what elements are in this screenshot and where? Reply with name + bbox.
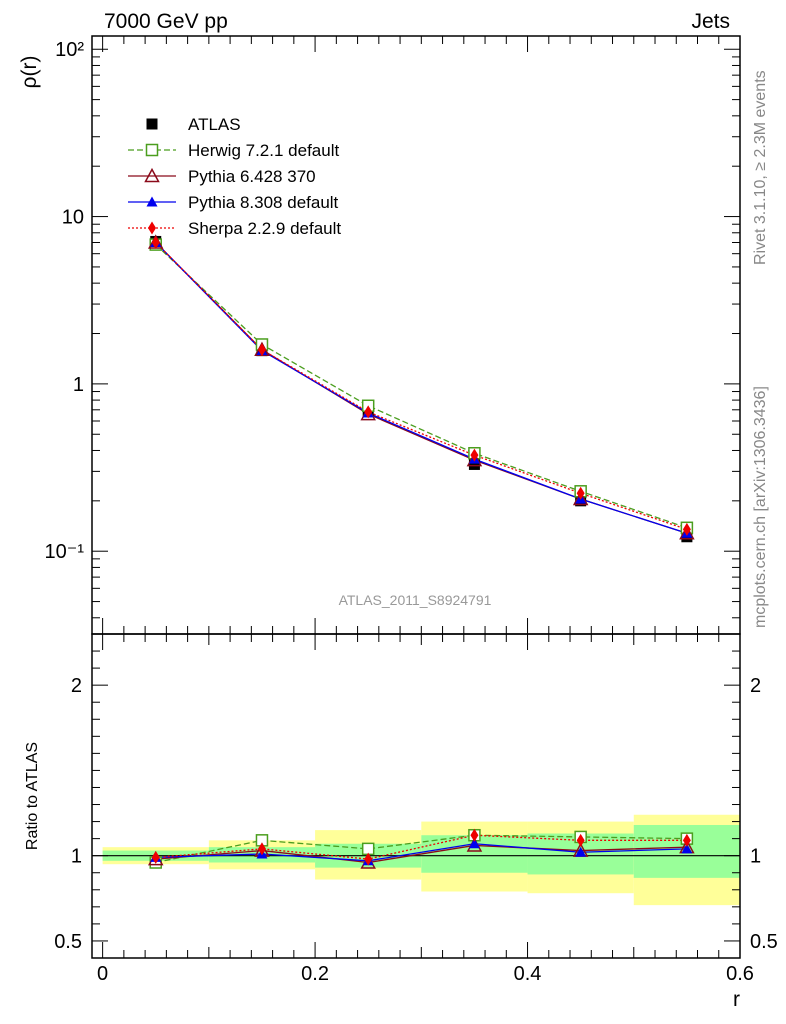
legend-marker: [145, 143, 159, 157]
legend-label: ATLAS: [188, 115, 241, 134]
main-point-sherpa-2-2-9-default: [151, 235, 160, 249]
legend-marker: [146, 196, 158, 207]
ratio-y-tick-label-right: 2: [750, 675, 761, 697]
ratio-y-tick-label-left: 2: [71, 675, 82, 697]
ratio-uncertainty-bands: [102, 814, 740, 906]
main-point-atlas: [468, 458, 480, 470]
main-line-sherpa-2-2-9-default: [155, 242, 688, 531]
ratio-point-sherpa-2-2-9-default: [576, 833, 585, 847]
x-tick-label: 0.6: [726, 963, 754, 985]
ratio-line-pythia-6-428-370: [155, 844, 687, 864]
legend-label: Sherpa 2.2.9 default: [188, 219, 341, 238]
legend-marker: [144, 167, 160, 183]
ratio-y-tick-label-right: 0.5: [750, 931, 778, 953]
legend-entry: Pythia 6.428 370: [128, 167, 316, 186]
main-ticks: 10⁻¹ 1 10 10²: [45, 36, 741, 634]
main-panel: 10⁻¹ 1 10 10² ρ(r) ATLAS_2011_S8924791 ATLA…: [18, 35, 741, 635]
ratio-point-pythia-8-308-default: [468, 838, 480, 849]
main-line-pythia-8-308-default: [155, 242, 688, 534]
header-process-label: Jets: [691, 10, 730, 33]
ratio-line-herwig-7-2-1-default: [155, 834, 687, 864]
x-axis-label: r: [733, 988, 740, 1011]
legend-label: Pythia 8.308 default: [188, 193, 339, 212]
main-point-sherpa-2-2-9-default: [364, 405, 373, 419]
main-y-tick-label: 10²: [55, 39, 84, 61]
header-beam-label: 7000 GeV pp: [104, 10, 228, 33]
mcplots-credit-label: mcplots.cern.ch [arXiv:1306.3436]: [752, 386, 769, 628]
legend-marker: [148, 221, 156, 235]
legend: ATLAS Herwig 7.2.1 default Pythia 6.428 37…: [128, 115, 341, 238]
legend-label: Pythia 6.428 370: [188, 167, 316, 186]
ratio-point-sherpa-2-2-9-default: [682, 833, 691, 847]
ratio-line-pythia-8-308-default: [155, 843, 687, 862]
ratio-point-sherpa-2-2-9-default: [151, 850, 160, 864]
ratio-panel: 0.5 0.5 1 1 2 2 0 0.2 0.4 0.6 Ratio to ATLAS r: [24, 633, 778, 1011]
main-line-herwig-7-2-1-default: [155, 244, 688, 529]
legend-entry: Herwig 7.2.1 default: [128, 141, 339, 160]
main-y-tick-label: 1: [73, 374, 84, 396]
ratio-ticks: 0.5 0.5 1 1 2 2 0 0.2 0.4 0.6: [54, 633, 778, 985]
ratio-y-tick-label-right: 1: [750, 846, 761, 868]
main-point-sherpa-2-2-9-default: [682, 522, 691, 536]
legend-marker: [146, 118, 158, 130]
main-point-sherpa-2-2-9-default: [576, 486, 585, 500]
x-tick-label: 0.4: [514, 963, 542, 985]
main-plot-area: [147, 234, 695, 543]
main-y-axis-label: ρ(r): [18, 56, 41, 89]
x-tick-label: 0: [97, 963, 108, 985]
ratio-y-tick-label-left: 1: [71, 846, 82, 868]
main-point-sherpa-2-2-9-default: [257, 343, 266, 357]
ratio-plot-area: [92, 828, 740, 869]
main-point-pythia-6-428-370: [679, 525, 695, 540]
analysis-label: ATLAS_2011_S8924791: [339, 592, 492, 608]
ratio-point-sherpa-2-2-9-default: [364, 852, 373, 866]
main-line-pythia-6-428-370: [155, 242, 688, 534]
ratio-frame: [91, 633, 741, 959]
main-point-pythia-6-428-370: [572, 490, 589, 506]
x-tick-label: 0.2: [301, 963, 329, 985]
main-y-tick-label: 10: [62, 207, 84, 229]
rivet-version-label: Rivet 3.1.10, ≥ 2.3M events: [752, 70, 769, 265]
ratio-point-pythia-8-308-default: [681, 843, 693, 854]
ratio-point-sherpa-2-2-9-default: [257, 842, 266, 856]
legend-entry: Sherpa 2.2.9 default: [128, 219, 341, 238]
main-point-sherpa-2-2-9-default: [470, 448, 479, 462]
legend-entry: ATLAS: [146, 115, 241, 134]
main-y-tick-label: 10⁻¹: [45, 541, 85, 563]
ratio-point-sherpa-2-2-9-default: [470, 828, 479, 842]
ratio-y-axis-label: Ratio to ATLAS: [24, 742, 41, 850]
legend-label: Herwig 7.2.1 default: [188, 141, 339, 160]
legend-entry: Pythia 8.308 default: [128, 193, 339, 212]
ratio-y-tick-label-left: 0.5: [54, 931, 82, 953]
ratio-line-sherpa-2-2-9-default: [155, 834, 687, 860]
ratio-point-pythia-8-308-default: [575, 846, 587, 857]
